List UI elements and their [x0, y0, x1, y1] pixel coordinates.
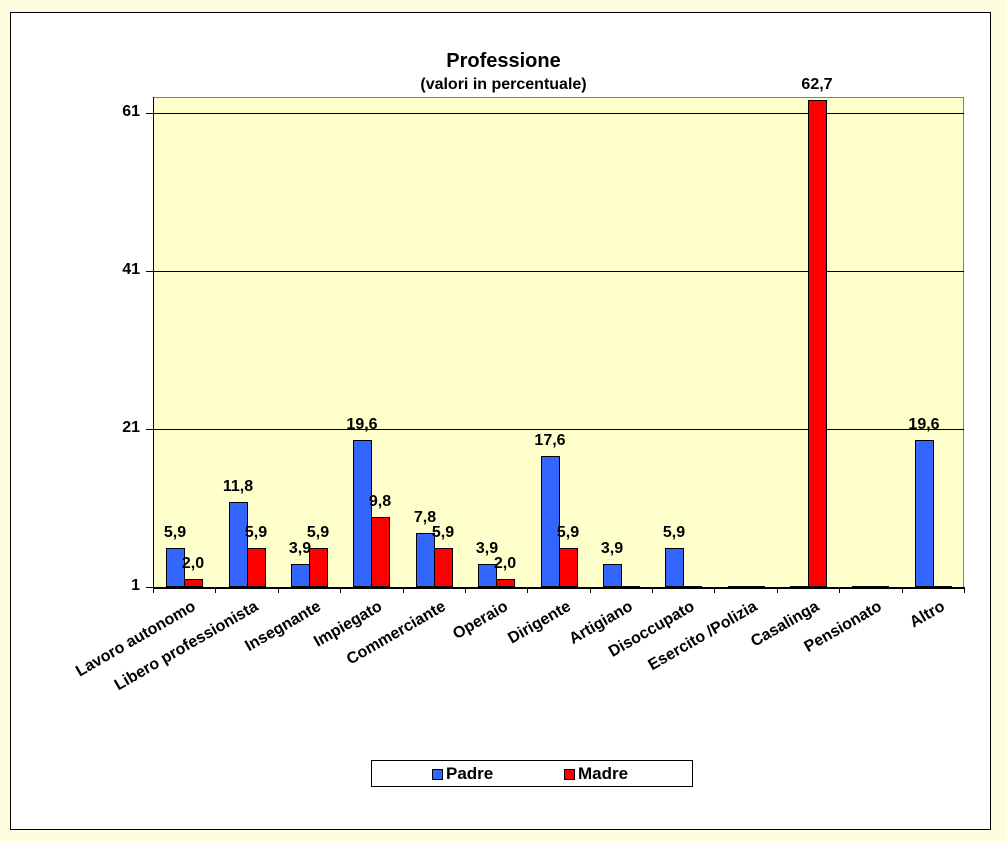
bar-padre — [852, 586, 871, 587]
bar-padre — [291, 564, 310, 587]
y-tick-label: 61 — [122, 103, 140, 120]
bar-madre — [621, 586, 640, 587]
bar-padre — [229, 502, 248, 587]
data-label: 5,9 — [244, 524, 268, 541]
bar-madre — [496, 579, 515, 587]
bar-madre — [808, 100, 827, 587]
x-tick — [714, 587, 715, 593]
bar-madre — [559, 548, 578, 587]
data-label: 19,6 — [346, 416, 378, 433]
x-tick — [964, 587, 965, 593]
data-label: 5,9 — [306, 524, 330, 541]
y-tick-label: 1 — [131, 577, 140, 594]
data-label: 9,8 — [368, 493, 392, 510]
data-label: 5,9 — [556, 524, 580, 541]
x-tick — [652, 587, 653, 593]
y-tick — [146, 271, 153, 272]
bar-padre — [541, 456, 560, 587]
gridline-41 — [153, 271, 964, 272]
data-label: 7,8 — [413, 509, 437, 526]
x-tick — [902, 587, 903, 593]
chart-title: Professione — [446, 50, 561, 72]
data-label: 5,9 — [431, 524, 455, 541]
bar-madre — [746, 586, 765, 587]
data-label: 19,6 — [908, 416, 940, 433]
x-tick — [839, 587, 840, 593]
bar-madre — [309, 548, 328, 587]
x-tick — [590, 587, 591, 593]
bar-madre — [870, 586, 889, 587]
bar-padre — [478, 564, 497, 587]
bar-padre — [915, 440, 934, 587]
data-label: 3,9 — [600, 540, 624, 557]
data-label: 2,0 — [181, 555, 205, 572]
legend-label-madre: Madre — [578, 764, 629, 783]
bar-padre — [665, 548, 684, 587]
chart-subtitle: (valori in percentuale) — [420, 76, 587, 93]
x-tick — [340, 587, 341, 593]
bar-madre — [933, 586, 952, 587]
y-tick — [146, 429, 153, 430]
gridline-61 — [153, 113, 964, 114]
x-tick — [465, 587, 466, 593]
legend-swatch-padre — [432, 768, 443, 780]
legend-swatch-madre — [564, 768, 575, 780]
bar-padre — [353, 440, 372, 587]
x-tick — [403, 587, 404, 593]
y-tick — [146, 113, 153, 114]
bar-padre — [166, 548, 185, 587]
data-label: 11,8 — [222, 478, 254, 495]
y-axis — [153, 97, 154, 588]
data-label: 3,9 — [288, 540, 312, 557]
x-tick — [153, 587, 154, 593]
x-tick — [278, 587, 279, 593]
bar-padre — [728, 586, 747, 587]
legend-item-madre: Madre — [564, 764, 628, 784]
bar-padre — [790, 586, 809, 587]
y-tick-label: 41 — [122, 261, 140, 278]
x-tick — [527, 587, 528, 593]
legend-label-padre: Padre — [446, 764, 494, 783]
legend: Padre Madre — [371, 760, 693, 787]
bar-madre — [434, 548, 453, 587]
bar-madre — [247, 548, 266, 587]
legend-item-padre: Padre — [432, 764, 493, 784]
data-label: 5,9 — [662, 524, 686, 541]
data-label: 5,9 — [163, 524, 187, 541]
bar-padre — [603, 564, 622, 587]
y-tick — [146, 587, 153, 588]
data-label: 3,9 — [475, 540, 499, 557]
x-axis — [153, 587, 964, 589]
bar-madre — [184, 579, 203, 587]
gridline-21 — [153, 429, 964, 430]
data-label: 2,0 — [493, 555, 517, 572]
data-label: 62,7 — [801, 76, 833, 93]
bar-madre — [683, 586, 702, 587]
data-label: 17,6 — [534, 432, 566, 449]
y-tick-label: 21 — [122, 419, 140, 436]
bar-madre — [371, 517, 390, 587]
x-tick — [215, 587, 216, 593]
x-tick — [777, 587, 778, 593]
